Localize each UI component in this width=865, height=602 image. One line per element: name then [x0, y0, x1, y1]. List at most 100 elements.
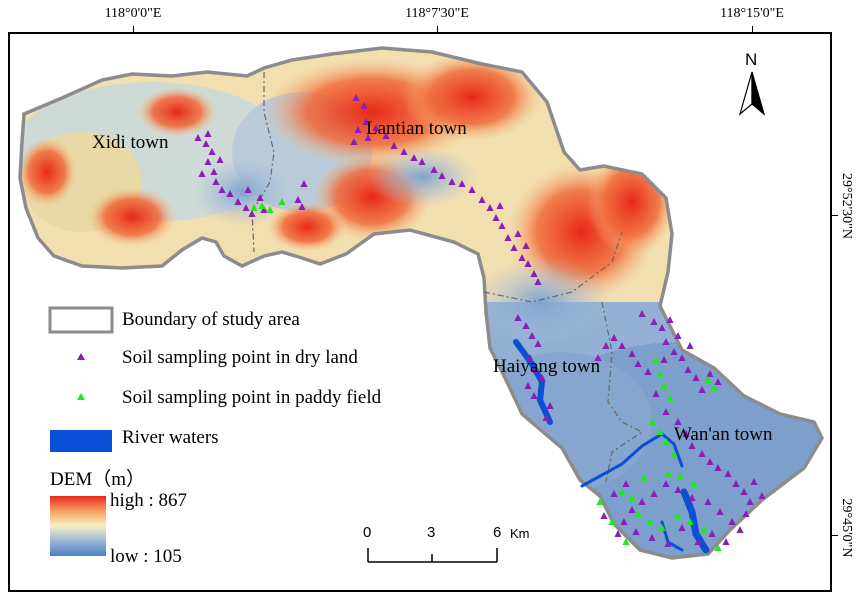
dry-land-sample-point [524, 382, 532, 389]
dry-land-sample-point [438, 172, 446, 179]
dry-land-sample-point [706, 458, 714, 465]
dry-land-sample-point [234, 198, 242, 205]
dry-land-sample-point [670, 348, 678, 355]
dry-land-sample-point [698, 450, 706, 457]
dry-land-sample-point [448, 178, 456, 185]
dry-land-sample-point [714, 378, 722, 385]
legend-paddy-field-symbol [77, 393, 85, 400]
paddy-field-sample-point [618, 488, 626, 495]
dry-land-sample-point [704, 498, 712, 505]
latitude-label-29-52-30: 29°52'30"N [839, 173, 854, 239]
scale-tick-6: 6 [493, 524, 502, 541]
tick-top-3 [752, 26, 753, 34]
scale-unit: Km [510, 526, 530, 541]
dry-land-sample-point [360, 102, 368, 109]
legend-river-label: River waters [122, 427, 219, 448]
scale-tick-0: 0 [363, 524, 372, 541]
dry-land-sample-point [468, 186, 476, 193]
legend-dry-land-label: Soil sampling point in dry land [122, 347, 358, 368]
dry-land-sample-point [632, 528, 640, 535]
dry-land-sample-point [610, 490, 618, 497]
dry-land-sample-point [662, 480, 670, 487]
dry-land-sample-point [714, 464, 722, 471]
north-arrow-icon [738, 71, 766, 116]
dry-land-sample-point [538, 374, 546, 381]
dry-land-sample-point [628, 506, 636, 513]
dry-land-sample-point [750, 478, 758, 485]
scale-bar [367, 548, 498, 563]
dry-land-sample-point [542, 414, 550, 421]
dry-land-sample-point [212, 178, 220, 185]
dry-land-sample-point [622, 480, 630, 487]
paddy-field-sample-point [608, 518, 616, 525]
paddy-field-sample-point [622, 538, 630, 545]
tick-right-2 [830, 535, 838, 536]
dry-land-sample-point [522, 322, 530, 329]
dry-land-sample-point [352, 94, 360, 101]
dry-land-sample-point [204, 158, 212, 165]
dry-land-sample-point [514, 230, 522, 237]
dry-land-sample-point [722, 538, 730, 545]
paddy-field-sample-point [656, 370, 664, 377]
dry-land-sample-point [226, 190, 234, 197]
dry-land-sample-point [382, 132, 390, 139]
dry-land-sample-point [648, 534, 656, 541]
dry-land-sample-point [244, 186, 252, 193]
dry-land-sample-point [242, 204, 250, 211]
dry-land-sample-point [362, 118, 370, 125]
dry-land-sample-point [350, 138, 358, 145]
paddy-field-sample-point [660, 382, 668, 389]
dry-land-sample-point [510, 244, 518, 251]
dry-land-sample-point [504, 234, 512, 241]
dry-land-sample-point [498, 222, 506, 229]
dry-land-sample-point [650, 490, 658, 497]
legend-dem-low: low : 105 [110, 546, 182, 567]
paddy-field-sample-point [258, 202, 266, 209]
dry-land-sample-point [532, 366, 540, 373]
dry-land-sample-point [260, 206, 268, 213]
dry-land-sample-point [686, 342, 694, 349]
dry-land-sample-point [198, 170, 206, 177]
paddy-field-sample-point [670, 450, 678, 457]
dry-land-sample-point [732, 480, 740, 487]
dry-land-sample-point [372, 124, 380, 131]
dry-land-sample-point [634, 360, 642, 367]
dry-land-sample-point [746, 498, 754, 505]
dry-land-sample-point [546, 402, 554, 409]
dry-land-sample-point [218, 186, 226, 193]
paddy-field-sample-point [646, 518, 654, 525]
dry-land-sample-point [620, 518, 628, 525]
dry-land-sample-point [694, 538, 702, 545]
dry-land-sample-point [390, 142, 398, 149]
dry-land-sample-point [522, 242, 530, 249]
paddy-field-sample-point [634, 510, 642, 517]
dry-land-sample-point [674, 486, 682, 493]
legend-dry-land-symbol [77, 353, 85, 360]
town-boundaries [251, 72, 644, 483]
dry-land-sample-point [208, 148, 216, 155]
dry-land-sample-point [682, 430, 690, 437]
dry-land-sample-point [740, 488, 748, 495]
dry-land-sample-point [496, 202, 504, 209]
paddy-field-sample-point [686, 518, 694, 525]
dry-land-sample-point [530, 392, 538, 399]
dry-land-sample-point [688, 494, 696, 501]
dry-land-sample-point [248, 210, 256, 217]
paddy-field-sample-point [596, 498, 604, 505]
dry-land-sample-point [534, 340, 542, 347]
legend-dem-colorbar [50, 496, 106, 556]
paddy-field-sample-point [700, 526, 708, 533]
latitude-label-29-45: 29°45'0"N [839, 498, 854, 558]
dry-land-sample-point [354, 126, 362, 133]
dry-land-sample-point [614, 530, 622, 537]
dry-land-sample-point [610, 334, 618, 341]
town-label-wanan: Wan'an town [674, 424, 773, 445]
legend-river-swatch [50, 430, 112, 452]
paddy-field-sample-point [250, 204, 258, 211]
dry-land-sample-point [758, 492, 766, 499]
dry-land-sample-point [430, 166, 438, 173]
dry-land-sample-point [708, 530, 716, 537]
paddy-field-sample-point [266, 206, 274, 213]
dry-land-sample-point [666, 316, 674, 323]
dry-land-sample-point [644, 368, 652, 375]
